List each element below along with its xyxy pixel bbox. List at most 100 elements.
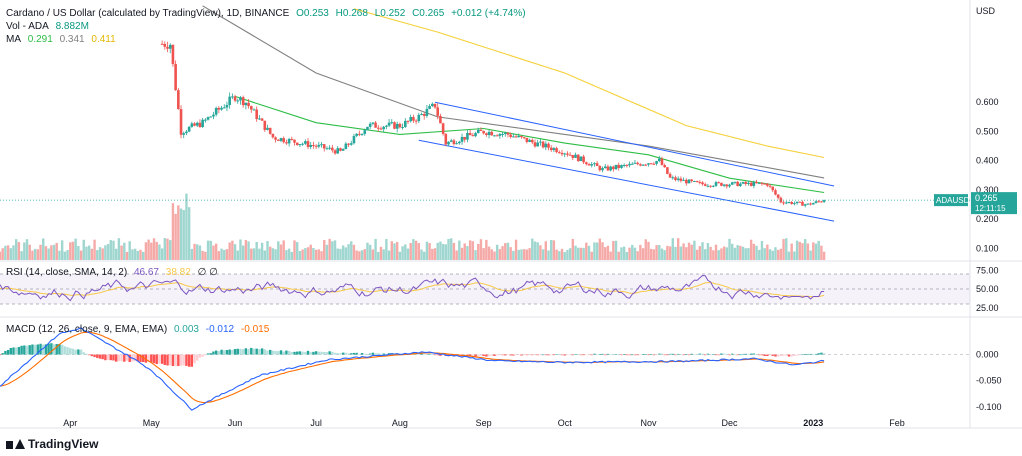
macd-histogram-bar	[606, 353, 610, 355]
macd-histogram-bar	[555, 354, 558, 355]
volume-bar	[290, 251, 294, 260]
macd-histogram-bar	[239, 348, 242, 355]
candle-body	[728, 184, 731, 187]
macd-histogram-bar	[517, 354, 520, 356]
macd-histogram-bar	[198, 354, 202, 358]
volume-bar	[698, 246, 702, 260]
macd-histogram-bar	[809, 353, 812, 355]
volume-bar	[514, 239, 518, 260]
candle-body	[590, 164, 594, 166]
macd-histogram-bar	[666, 354, 669, 356]
candle-body	[266, 127, 269, 130]
tradingview-logo[interactable]: TradingView	[6, 437, 98, 451]
macd-histogram-bar	[658, 353, 661, 355]
macd-histogram-bar	[12, 347, 15, 355]
volume-bar	[439, 241, 442, 260]
macd-histogram-bar	[309, 352, 312, 355]
change-value: +0.012 (+4.74%)	[451, 8, 526, 19]
volume-bar	[517, 249, 520, 260]
macd-histogram-bar	[1, 353, 4, 355]
macd-histogram-bar	[676, 353, 680, 355]
macd-histogram-bar	[60, 344, 64, 355]
candle-body	[352, 135, 356, 144]
candle-body	[277, 139, 280, 141]
volume-bar	[587, 245, 591, 260]
macd-histogram-bar	[671, 353, 674, 355]
volume-bar	[668, 246, 672, 260]
macd-histogram-bar	[674, 354, 677, 356]
candle-body	[382, 126, 385, 130]
candle-body	[190, 123, 194, 127]
candle-body	[358, 133, 361, 135]
candle-body	[468, 132, 472, 136]
candle-body	[406, 120, 410, 122]
volume-bar	[285, 250, 288, 260]
macd-histogram-bar	[331, 351, 334, 355]
macd-histogram-bar	[798, 354, 801, 356]
candle-body	[776, 194, 780, 198]
macd-histogram-bar	[441, 354, 445, 356]
macd-histogram-bar	[785, 354, 788, 356]
rsi-label: RSI (14, close, SMA, 14, 2)	[6, 267, 128, 278]
macd-histogram-bar	[236, 348, 239, 355]
macd-histogram-bar	[282, 351, 285, 355]
volume-bar	[268, 246, 272, 260]
macd-histogram-bar	[722, 353, 726, 355]
candle-body	[466, 132, 469, 140]
volume-bar	[123, 242, 126, 260]
volume-bar	[620, 247, 623, 260]
candle-body	[725, 184, 729, 187]
macd-histogram-bar	[214, 350, 218, 355]
macd-histogram-bar	[779, 354, 783, 357]
macd-histogram-bar	[755, 354, 758, 355]
macd-histogram-bar	[433, 354, 437, 356]
volume-bar	[609, 251, 612, 260]
volume-bar	[739, 245, 742, 260]
volume-bar	[460, 247, 464, 260]
volume-bar	[60, 240, 64, 260]
volume-bar	[763, 248, 766, 260]
volume-bar	[714, 244, 718, 260]
volume-bar	[277, 241, 280, 260]
candle-body	[544, 143, 548, 148]
candle-body	[701, 182, 704, 185]
candle-body	[204, 119, 207, 121]
volume-bar	[279, 244, 283, 260]
volume-bar	[282, 240, 285, 260]
macd-histogram-bar	[74, 349, 77, 355]
macd-histogram-bar	[487, 354, 491, 357]
candle-body	[539, 141, 542, 143]
macd-histogram-bar	[193, 354, 196, 364]
macd-hist-value: 0.003	[173, 324, 199, 335]
macd-histogram-bar	[304, 352, 307, 355]
candle-body	[498, 134, 502, 136]
macd-histogram-bar	[277, 351, 280, 355]
volume-bar	[39, 244, 42, 260]
macd-histogram-bar	[717, 354, 720, 356]
countdown-value: 12:11:15	[975, 204, 1006, 213]
candle-body	[657, 158, 661, 162]
macd-histogram-bar	[339, 353, 342, 355]
candle-body	[174, 64, 177, 91]
macd-histogram-bar	[768, 354, 772, 356]
macd-histogram-bar	[314, 351, 318, 355]
candle-body	[703, 184, 707, 186]
macd-histogram-bar	[423, 353, 426, 355]
macd-histogram-bar	[814, 353, 818, 355]
volume-bar	[555, 249, 558, 260]
macd-histogram-bar	[336, 353, 339, 355]
volume-bar	[574, 245, 577, 260]
candle-body	[644, 164, 648, 166]
macd-histogram-bar	[28, 345, 31, 355]
macd-histogram-bar	[363, 353, 366, 355]
candle-body	[739, 183, 742, 187]
time-tick-label: Aug	[392, 418, 408, 428]
volume-bar	[522, 249, 526, 260]
volume-bar	[720, 248, 723, 260]
macd-histogram-bar	[631, 354, 634, 356]
candle-body	[239, 97, 242, 101]
volume-bar	[109, 240, 112, 260]
volume-bar	[336, 248, 339, 260]
macd-histogram-bar	[704, 354, 707, 356]
